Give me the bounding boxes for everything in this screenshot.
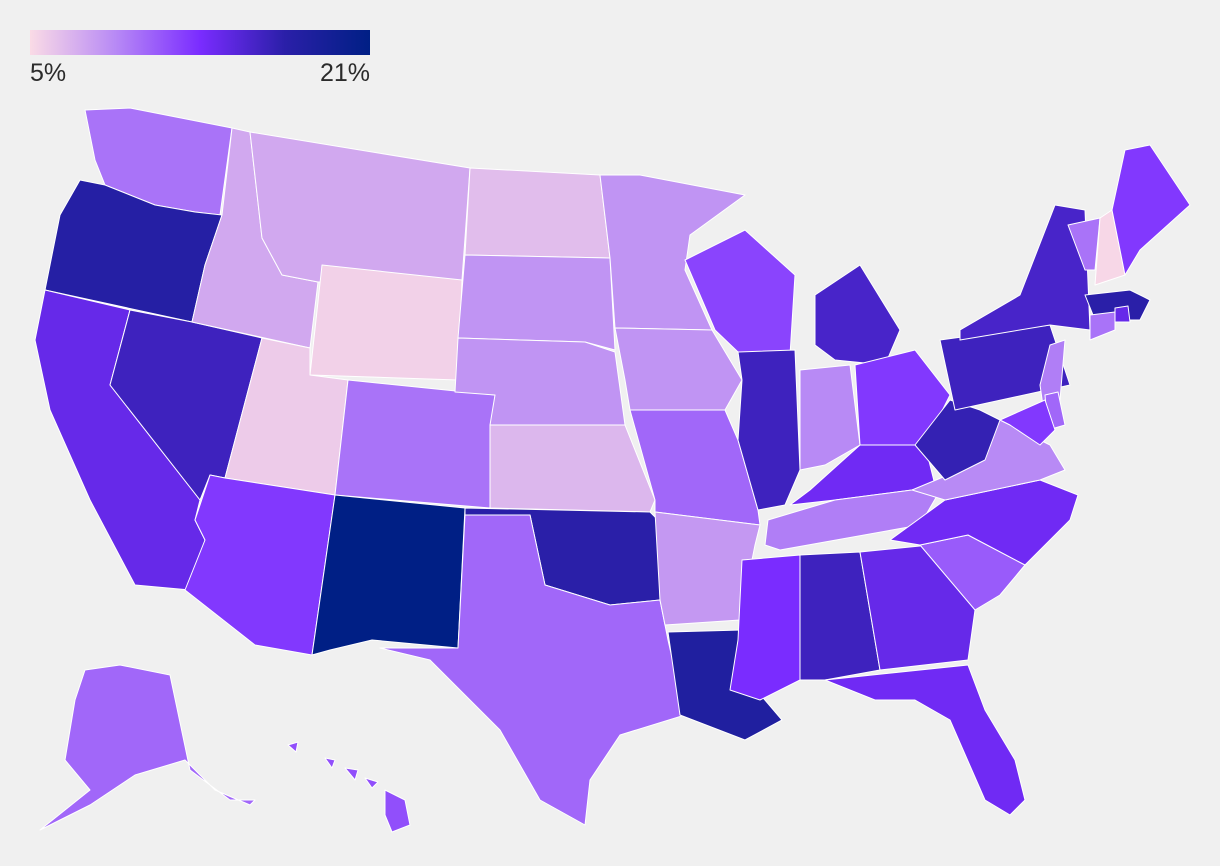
state-mt [249, 131, 471, 283]
state-ct [1089, 311, 1116, 341]
state-tx [379, 514, 686, 826]
state-ks [489, 424, 656, 513]
state-tn [764, 481, 946, 551]
legend-min-label: 5% [30, 59, 67, 87]
state-md [999, 399, 1056, 446]
state-in [799, 364, 861, 471]
legend-max-label: 21% [319, 59, 370, 87]
state-mn [599, 174, 746, 331]
state-hi [384, 789, 411, 833]
state-nm [311, 494, 466, 656]
state-az [184, 474, 336, 656]
legend-labels: 5% 21% [30, 59, 370, 89]
state-wy [309, 264, 463, 381]
state-ia [614, 327, 743, 411]
state-ak [39, 664, 256, 831]
state-hi-island [344, 767, 359, 781]
state-hi-island [287, 741, 299, 753]
state-hi-island [364, 777, 379, 789]
state-mo [629, 409, 761, 526]
state-me [1111, 144, 1191, 276]
color-legend: 5% 21% [30, 30, 370, 89]
state-vt [1067, 217, 1101, 271]
state-nd [464, 167, 611, 259]
state-ri [1114, 305, 1131, 323]
state-fl [824, 664, 1026, 816]
state-il [737, 349, 801, 511]
state-hi-island [324, 757, 336, 769]
state-mi [814, 264, 901, 366]
state-al [799, 551, 881, 681]
legend-gradient-bar [30, 30, 370, 55]
state-sd [457, 254, 616, 351]
state-co [334, 379, 496, 509]
